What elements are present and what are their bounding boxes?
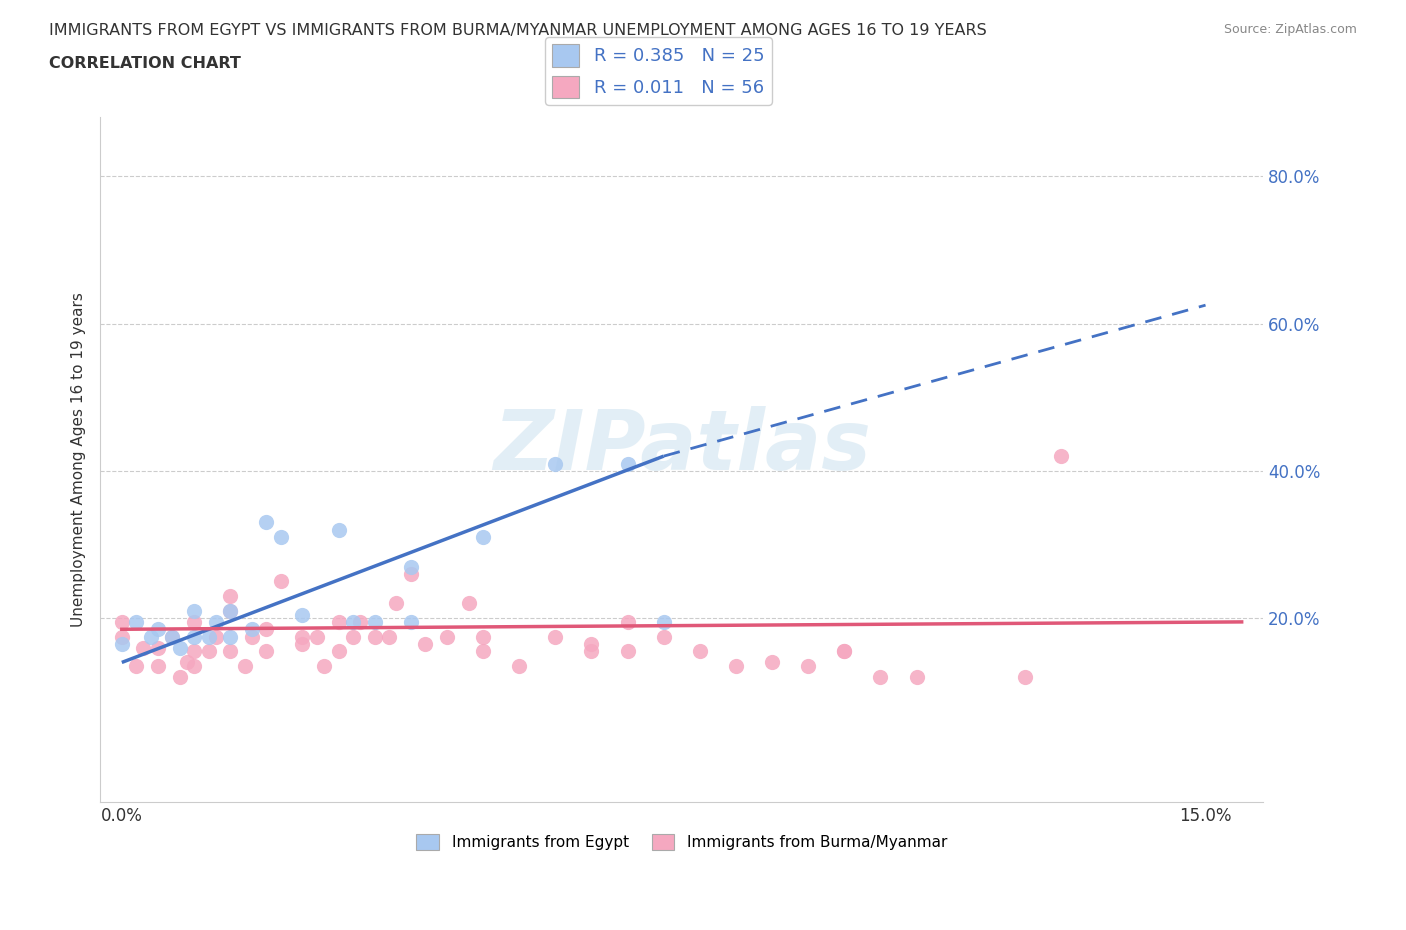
Point [378, 630, 401, 644]
Point [342, 630, 364, 644]
Point [472, 530, 495, 545]
Point [385, 596, 408, 611]
Point [132, 640, 155, 655]
Point [254, 622, 277, 637]
Point [797, 658, 820, 673]
Point [204, 615, 226, 630]
Point [176, 655, 198, 670]
Point [652, 615, 675, 630]
Point [162, 630, 184, 644]
Point [204, 630, 226, 644]
Point [1014, 670, 1036, 684]
Point [111, 615, 134, 630]
Point [413, 636, 436, 651]
Point [399, 559, 422, 574]
Point [616, 615, 638, 630]
Point [832, 644, 855, 658]
Point [436, 630, 458, 644]
Point [254, 644, 277, 658]
Point [254, 515, 277, 530]
Text: Source: ZipAtlas.com: Source: ZipAtlas.com [1223, 23, 1357, 36]
Point [544, 456, 567, 471]
Point [457, 596, 479, 611]
Point [363, 615, 385, 630]
Point [581, 636, 603, 651]
Point [291, 630, 314, 644]
Point [652, 630, 675, 644]
Point [399, 566, 422, 581]
Point [869, 670, 891, 684]
Point [197, 630, 219, 644]
Point [761, 655, 783, 670]
Point [183, 615, 205, 630]
Point [724, 658, 747, 673]
Point [240, 630, 263, 644]
Point [139, 630, 162, 644]
Point [349, 615, 371, 630]
Legend: Immigrants from Egypt, Immigrants from Burma/Myanmar: Immigrants from Egypt, Immigrants from B… [411, 829, 953, 857]
Point [328, 523, 350, 538]
Point [219, 644, 242, 658]
Point [581, 644, 603, 658]
Point [328, 615, 350, 630]
Point [146, 658, 169, 673]
Point [125, 615, 148, 630]
Point [905, 670, 928, 684]
Point [342, 615, 364, 630]
Text: CORRELATION CHART: CORRELATION CHART [49, 56, 240, 71]
Point [219, 589, 242, 604]
Point [472, 644, 495, 658]
Point [146, 622, 169, 637]
Point [183, 604, 205, 618]
Point [270, 574, 292, 589]
Point [328, 644, 350, 658]
Point [508, 658, 530, 673]
Point [219, 604, 242, 618]
Point [314, 658, 336, 673]
Point [616, 456, 638, 471]
Point [472, 630, 495, 644]
Point [219, 630, 242, 644]
Point [305, 630, 328, 644]
Point [291, 607, 314, 622]
Point [219, 604, 242, 618]
Text: IMMIGRANTS FROM EGYPT VS IMMIGRANTS FROM BURMA/MYANMAR UNEMPLOYMENT AMONG AGES 1: IMMIGRANTS FROM EGYPT VS IMMIGRANTS FROM… [49, 23, 987, 38]
Point [183, 630, 205, 644]
Point [240, 622, 263, 637]
Point [169, 670, 191, 684]
Point [233, 658, 256, 673]
Point [183, 658, 205, 673]
Point [689, 644, 711, 658]
Point [832, 644, 855, 658]
Point [111, 630, 134, 644]
Point [146, 640, 169, 655]
Point [399, 615, 422, 630]
Point [183, 644, 205, 658]
Point [197, 644, 219, 658]
Point [111, 636, 134, 651]
Point [616, 644, 638, 658]
Point [270, 530, 292, 545]
Point [544, 630, 567, 644]
Point [363, 630, 385, 644]
Point [162, 630, 184, 644]
Point [1050, 448, 1073, 463]
Point [169, 640, 191, 655]
Text: ZIPatlas: ZIPatlas [492, 405, 870, 486]
Point [291, 636, 314, 651]
Y-axis label: Unemployment Among Ages 16 to 19 years: Unemployment Among Ages 16 to 19 years [72, 292, 86, 627]
Point [125, 658, 148, 673]
